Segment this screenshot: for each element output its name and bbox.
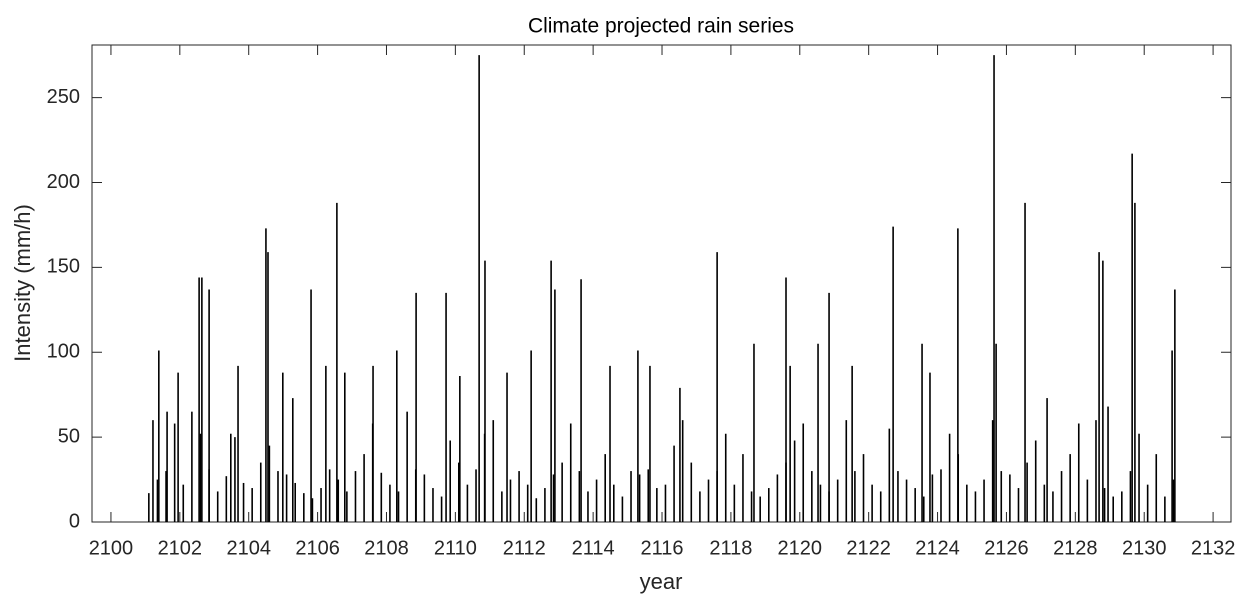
x-tick-label: 2104: [226, 537, 271, 559]
y-axis-label: Intensity (mm/h): [10, 204, 35, 362]
x-tick-label: 2120: [778, 537, 823, 559]
y-tick-label: 50: [58, 425, 80, 447]
x-tick-label: 2132: [1191, 537, 1236, 559]
x-tick-label: 2110: [434, 537, 477, 559]
x-tick-label: 2114: [572, 537, 615, 559]
x-tick-label: 2102: [158, 537, 203, 559]
x-tick-label: 2130: [1122, 537, 1167, 559]
x-tick-label: 2128: [1053, 537, 1098, 559]
x-tick-label: 2122: [846, 537, 891, 559]
x-tick-label: 2100: [89, 537, 134, 559]
x-tick-label: 2106: [295, 537, 340, 559]
x-tick-label: 2108: [364, 537, 409, 559]
y-tick-label: 100: [47, 341, 80, 363]
x-tick-label: 2116: [641, 537, 684, 559]
x-axis-label: year: [640, 569, 683, 594]
y-tick-label: 250: [47, 86, 80, 108]
y-tick-label: 200: [47, 171, 80, 193]
chart-title: Climate projected rain series: [528, 15, 794, 38]
x-tick-label: 2112: [503, 537, 546, 559]
plot-frame: [91, 44, 1232, 523]
y-tick-label: 0: [69, 510, 80, 532]
x-tick-label: 2118: [709, 537, 752, 559]
x-tick-label: 2124: [915, 537, 960, 559]
y-tick-label: 150: [47, 256, 80, 278]
x-tick-label: 2126: [984, 537, 1029, 559]
